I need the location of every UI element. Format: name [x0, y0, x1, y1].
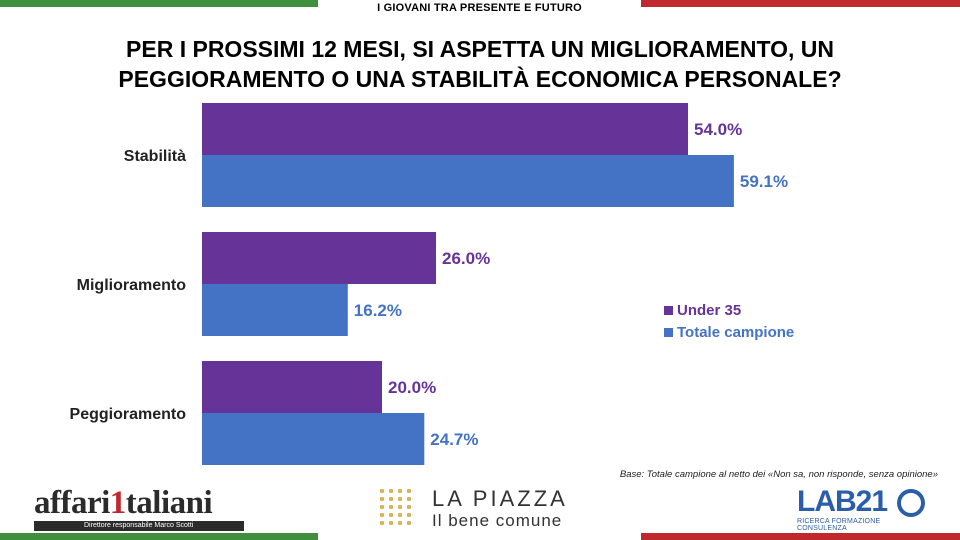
affaritaliani-logo: affari1taliani Direttore responsabile Ma… — [34, 485, 246, 531]
lab21-ring-icon — [897, 489, 925, 517]
flag-green-top — [0, 0, 318, 7]
legend: Under 35 Totale campione — [664, 299, 794, 343]
legend-item-totale: Totale campione — [664, 321, 794, 343]
bar — [202, 103, 688, 155]
data-label: 54.0% — [694, 120, 742, 139]
data-label: 24.7% — [430, 430, 478, 449]
flag-red-top — [641, 0, 960, 7]
bar — [202, 232, 436, 284]
category-label: Miglioramento — [77, 277, 187, 294]
bar-chart: Stabilità 54.0% 59.1% Miglioramento 26.0% 16.… — [70, 103, 788, 465]
data-label: 16.2% — [354, 301, 402, 320]
bar — [202, 413, 425, 465]
bar — [202, 155, 734, 207]
bar — [202, 284, 348, 336]
affaritaliani-subtitle: Direttore responsabile Marco Scotti — [34, 521, 244, 531]
data-label: 20.0% — [388, 378, 436, 397]
base-note: Base: Totale campione al netto dei «Non … — [619, 469, 938, 480]
flag-red-bottom — [641, 533, 960, 540]
chart-title: PER I PROSSIMI 12 MESI, SI ASPETTA UN MI… — [118, 36, 842, 92]
category-label: Stabilità — [124, 148, 186, 165]
legend-swatch-totale — [664, 327, 673, 337]
lab21-logo: LAB21 RICERCA FORMAZIONE CONSULENZA — [797, 485, 927, 532]
flag-green-bottom — [0, 533, 318, 540]
piazza-dots-icon — [380, 489, 420, 529]
lab21-subtitle: RICERCA FORMAZIONE CONSULENZA — [797, 518, 881, 532]
piazza-subtitle: Il bene comune — [432, 511, 563, 530]
bar — [202, 361, 382, 413]
section-header: I GIOVANI TRA PRESENTE E FUTURO — [377, 2, 582, 14]
lab21-wordmark: LAB21 — [797, 485, 888, 518]
la-piazza-logo: LA PIAZZA Il bene comune — [380, 486, 580, 531]
affaritaliani-wordmark: affari1taliani — [34, 485, 213, 521]
piazza-title: LA PIAZZA — [432, 486, 568, 511]
data-label: 59.1% — [740, 172, 788, 191]
legend-label-totale: Totale campione — [677, 323, 795, 341]
legend-item-under35: Under 35 — [664, 299, 794, 321]
legend-label-under35: Under 35 — [677, 301, 742, 319]
data-label: 26.0% — [442, 249, 490, 268]
legend-swatch-under35 — [664, 305, 673, 315]
category-label: Peggioramento — [70, 406, 187, 423]
